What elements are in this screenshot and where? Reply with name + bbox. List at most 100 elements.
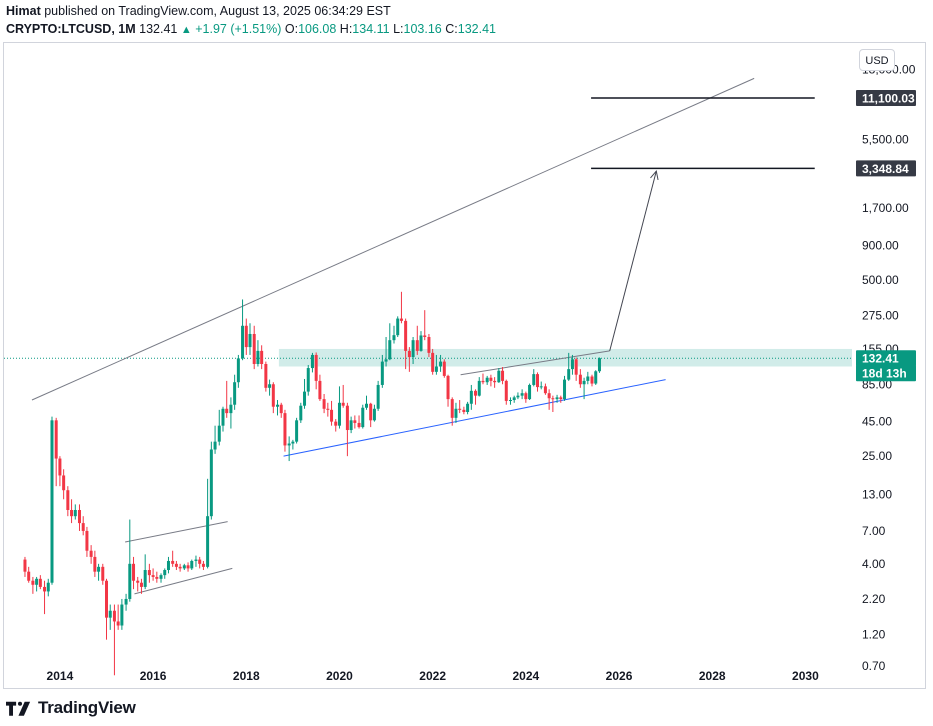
candle-body [570,359,574,370]
tradingview-wordmark[interactable]: TradingView [38,698,136,717]
candle-body [380,361,384,385]
symbol-name[interactable]: CRYPTO:LTCUSD, 1M [6,22,136,36]
high-label: H: [339,22,353,36]
candle-body [155,576,159,579]
candle [372,404,376,422]
candle-body [594,371,598,384]
candle [241,299,245,361]
candle-body [462,409,466,413]
candle-body [241,325,245,359]
candle [570,354,574,375]
candle-body [497,370,501,383]
candle-body [512,397,516,401]
candle [427,333,431,358]
candle-body [504,380,508,401]
candle-body [411,340,415,358]
candle [77,504,81,531]
candle [54,417,58,487]
candle [462,406,466,415]
candle [504,379,508,405]
candle-body [132,563,136,581]
candle [578,369,582,388]
candle [194,555,198,567]
candle [439,354,443,372]
candle [407,347,411,372]
candle [582,377,586,400]
currency-button[interactable]: USD [859,49,895,71]
candle [27,566,31,583]
candle-body [291,441,295,444]
y-tick-label: 45.00 [862,415,892,429]
candle-body [597,358,601,372]
published-text: published on TradingView.com, August 13,… [44,4,391,18]
candle-body [66,490,70,510]
candle [392,325,396,344]
candle [334,419,338,432]
trendline-early-range-top [125,521,228,543]
candle [38,575,42,590]
candle [143,554,147,590]
candle [326,402,330,417]
candle [209,441,213,520]
candle [81,516,85,536]
candle [271,382,275,414]
candle-body [450,399,454,418]
candle-body [85,530,89,551]
candle [171,550,175,567]
candle-body [276,404,280,407]
candle-body [256,350,260,364]
candle-body [353,420,357,423]
candle [229,397,233,429]
chart-header: Himat published on TradingView.com, Augu… [6,2,926,39]
candle [330,400,334,426]
candle-body [364,403,368,408]
candle-body [116,621,120,626]
x-axis: 2014 2016 2018 2020 2022 2024 2026 2028 2030 [47,669,820,683]
candle [597,357,601,373]
x-tick-label: 2020 [326,669,353,683]
candle-body [474,390,478,396]
candle [555,394,559,403]
candle-body [279,404,283,414]
drawing-layer [4,77,852,595]
candle [190,559,194,571]
candle [97,563,101,581]
candle-body [244,325,248,348]
candle-body [163,570,167,576]
candle [248,323,252,355]
candle-body [303,391,307,406]
candle [567,352,571,381]
candle [105,578,109,640]
candle-body [58,458,62,476]
candle [474,389,478,405]
candle-body [547,393,551,399]
candle-body [419,335,423,351]
candle [264,361,268,392]
candle [116,604,120,630]
candle-body [446,375,450,400]
author-name[interactable]: Himat [6,4,41,18]
candle [31,576,35,594]
candle-body [50,420,54,583]
candle-body [427,336,431,353]
candle-body [93,556,97,572]
candle-body [524,393,528,400]
candle-body [209,449,213,517]
candle [166,556,170,574]
candle-body [27,571,31,581]
candle-body [225,408,229,414]
candle-body [431,352,435,372]
candle-body [345,405,349,431]
candle [454,402,458,423]
candle [128,519,132,602]
candle [124,593,128,611]
y-tick-label: 13.00 [862,488,892,502]
candle-body [190,560,194,569]
y-tick-label: 7.00 [862,524,886,538]
candle [276,400,280,416]
price-label-text: 11,100.03 [862,92,915,106]
y-tick-label: 1.20 [862,628,886,642]
candle [136,576,140,592]
y-tick-label: 5,500.00 [862,132,909,146]
